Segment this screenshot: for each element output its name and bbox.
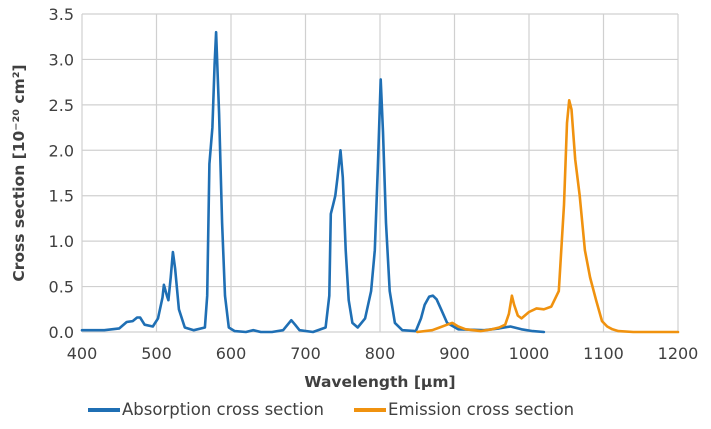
- gridlines: [81, 13, 679, 333]
- x-tick-label: 400: [67, 344, 98, 363]
- legend-item-absorption: Absorption cross section: [88, 400, 324, 419]
- x-axis-title: Wavelength [µm]: [304, 373, 455, 391]
- y-tick-labels: 0.0 0.5 1.0 1.5 2.0 2.5 3.0 3.5: [49, 5, 74, 342]
- x-tick-label: 600: [216, 344, 247, 363]
- y-tick-label: 2.5: [49, 96, 74, 115]
- y-tick-label: 1.5: [49, 187, 74, 206]
- legend-label-absorption: Absorption cross section: [122, 400, 325, 419]
- x-tick-label: 700: [290, 344, 321, 363]
- x-tick-label: 1100: [583, 344, 624, 363]
- legend-item-emission: Emission cross section: [354, 400, 574, 419]
- legend-swatch-absorption: [88, 407, 120, 412]
- y-axis-title: Cross section [10⁻²⁰ cm²]: [10, 64, 28, 281]
- y-tick-label: 2.0: [49, 141, 74, 160]
- y-tick-label: 3.5: [49, 5, 74, 24]
- legend-label-emission: Emission cross section: [388, 400, 575, 419]
- legend-swatch-emission: [354, 407, 387, 412]
- x-tick-label: 900: [439, 344, 470, 363]
- series-lines: [80, 30, 680, 334]
- x-tick-label: 500: [141, 344, 172, 363]
- legend: Absorption cross section Emission cross …: [88, 400, 574, 419]
- x-tick-label: 800: [365, 344, 396, 363]
- emission-series-line: [416, 99, 680, 334]
- y-tick-label: 1.0: [49, 232, 74, 251]
- x-tick-labels: 400 500 600 700 800 900 1000 1100 1200: [67, 344, 699, 363]
- absorption-series-line: [80, 30, 546, 334]
- y-tick-label: 3.0: [49, 50, 74, 69]
- x-tick-label: 1000: [509, 344, 550, 363]
- y-tick-label: 0.5: [49, 278, 74, 297]
- x-tick-label: 1200: [658, 344, 699, 363]
- y-tick-label: 0.0: [49, 323, 74, 342]
